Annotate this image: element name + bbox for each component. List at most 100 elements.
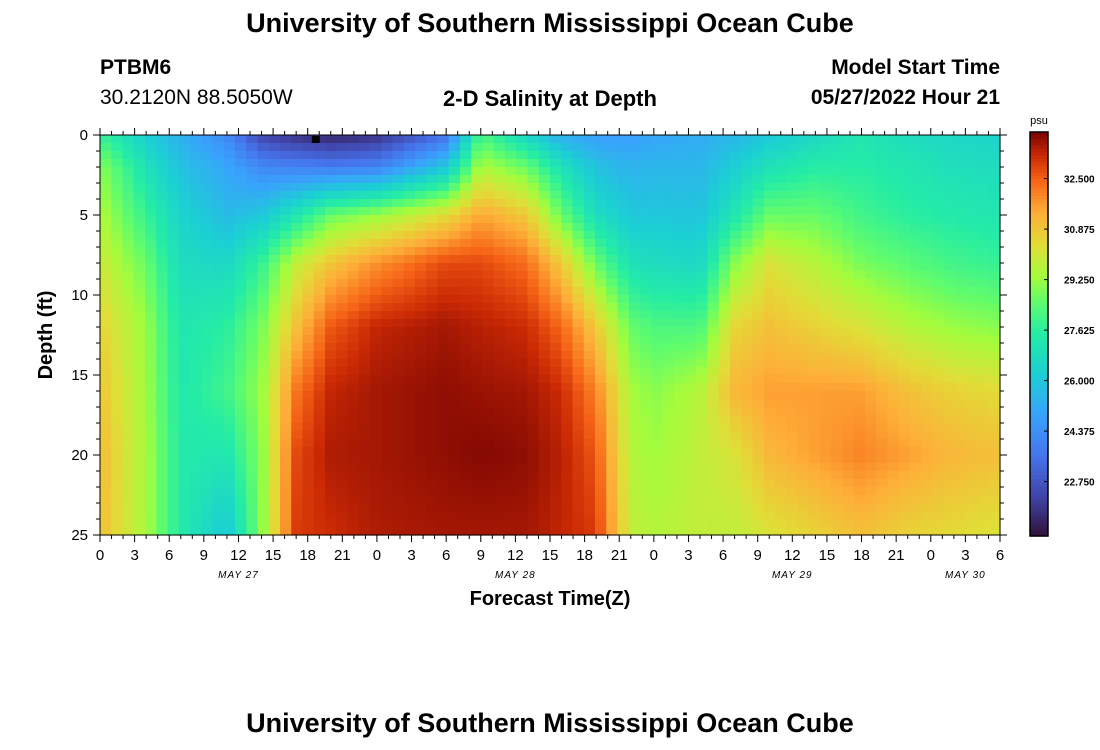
heat-cell [437, 215, 450, 224]
heat-cell [786, 239, 799, 248]
heat-cell [910, 455, 922, 464]
heat-cell [100, 367, 112, 376]
heat-cell [595, 183, 607, 192]
heat-cell [291, 527, 304, 536]
heat-cell [842, 263, 855, 272]
heat-cell [370, 463, 382, 472]
heat-cell [257, 423, 270, 432]
heat-cell [156, 527, 169, 536]
heat-cell [246, 359, 259, 368]
heat-cell [178, 367, 191, 376]
heat-cell [100, 375, 112, 384]
heat-cell [595, 431, 607, 440]
colorbar-cell [1030, 229, 1048, 234]
heat-cell [505, 431, 517, 440]
heat-cell [280, 151, 292, 160]
heat-cell [415, 303, 427, 312]
heat-cell [651, 351, 664, 360]
heat-cell [336, 511, 349, 520]
heat-cell [797, 367, 810, 376]
heat-cell [212, 439, 225, 448]
heat-cell [662, 479, 675, 488]
heat-cell [291, 335, 304, 344]
heat-cell [156, 207, 169, 216]
x-tick-label: 12 [507, 547, 524, 564]
heat-cell [381, 463, 394, 472]
heat-cell [358, 239, 371, 248]
heat-cell [426, 431, 439, 440]
heat-cell [820, 303, 832, 312]
heat-cell [842, 255, 855, 264]
heat-cell [876, 375, 889, 384]
heat-cell [280, 519, 292, 528]
heat-cell [673, 263, 686, 272]
heat-cell [606, 447, 619, 456]
heat-cell [482, 359, 495, 368]
heat-cell [955, 463, 967, 472]
heat-cell [932, 447, 945, 456]
heat-cell [831, 399, 844, 408]
heat-cell [347, 287, 360, 296]
heat-cell [381, 327, 394, 336]
heat-cell [898, 407, 911, 416]
heat-cell [538, 399, 551, 408]
heat-cell [561, 503, 574, 512]
heat-cell [617, 255, 630, 264]
heat-cell [988, 351, 1001, 360]
heat-cell [145, 135, 157, 144]
heat-cell [628, 455, 641, 464]
heat-cell [617, 439, 630, 448]
heat-cell [235, 271, 247, 280]
heat-cell [460, 175, 472, 184]
heat-cell [696, 279, 709, 288]
heat-cell [606, 391, 619, 400]
heat-cell [561, 327, 574, 336]
heat-cell [977, 303, 990, 312]
heat-cell [943, 135, 956, 144]
heat-cell [808, 319, 821, 328]
heat-cell [460, 471, 472, 480]
heat-cell [167, 503, 180, 512]
heat-cell [988, 391, 1001, 400]
heat-cell [628, 399, 641, 408]
heat-cell [572, 151, 585, 160]
heat-cell [662, 223, 675, 232]
heat-cell [268, 383, 281, 392]
heat-cell [325, 135, 337, 144]
heat-cell [381, 223, 394, 232]
heat-cell [853, 399, 866, 408]
heat-cell [133, 447, 146, 456]
heat-cell [696, 519, 709, 528]
heat-cell [752, 455, 765, 464]
heat-cell [201, 415, 214, 424]
heat-cell [460, 503, 472, 512]
heat-cell [775, 159, 787, 168]
heat-cell [955, 479, 967, 488]
x-tick-label: 3 [961, 547, 969, 564]
heat-cell [808, 287, 821, 296]
heat-cell [741, 271, 754, 280]
heat-cell [628, 423, 641, 432]
heat-cell [122, 471, 135, 480]
heat-cell [876, 239, 889, 248]
heat-cell [617, 343, 630, 352]
heat-cell [763, 231, 776, 240]
heat-cell [111, 191, 124, 200]
heat-cell [426, 383, 439, 392]
heat-cell [910, 231, 922, 240]
heat-cell [347, 199, 360, 208]
heat-cell [111, 247, 124, 256]
heat-cell [212, 167, 225, 176]
heat-cell [820, 495, 832, 504]
heat-cell [786, 399, 799, 408]
heat-cell [696, 431, 709, 440]
heat-cell [347, 143, 360, 152]
colorbar-cell [1030, 455, 1048, 460]
heat-cell [471, 199, 484, 208]
heat-cell [482, 135, 495, 144]
heat-cell [640, 359, 652, 368]
heat-cell [853, 159, 866, 168]
heat-cell [527, 415, 540, 424]
heat-cell [133, 375, 146, 384]
colorbar-cell [1030, 216, 1048, 221]
